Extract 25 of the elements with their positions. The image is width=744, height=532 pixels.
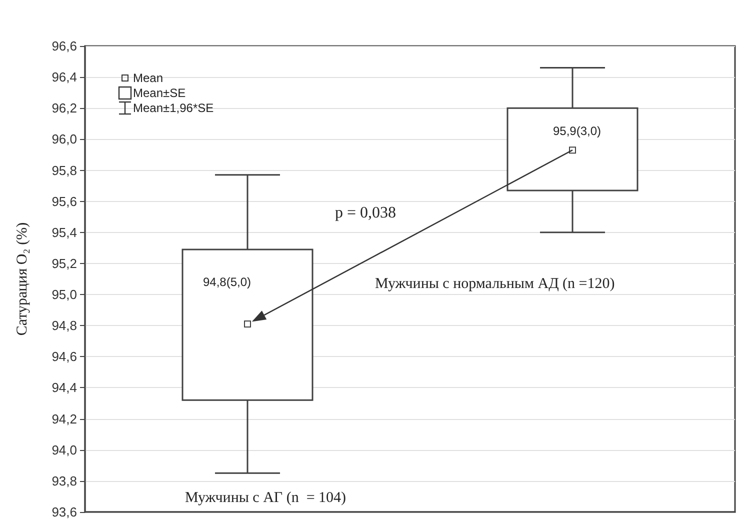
annotation: Mean (133, 71, 164, 85)
y-tick-label: 94,4 (52, 380, 77, 396)
y-tick-label: 95,6 (52, 194, 77, 209)
annotation: Мужчины с нормальным АД (n =120) (375, 276, 615, 292)
y-tick-label: 95,4 (52, 224, 77, 240)
y-tick-label: 95,8 (52, 162, 77, 178)
y-tick-label: 96,2 (52, 100, 77, 116)
annotation: Mean±SE (133, 86, 186, 100)
annotation: 94,8(5,0) (203, 275, 252, 289)
y-tick-label: 94,2 (52, 411, 77, 426)
annotation: p = 0,038 (335, 204, 396, 222)
y-tick-label: 96,4 (52, 70, 77, 85)
y-tick-label: 96,0 (52, 132, 77, 147)
annotation: Mean±1,96*SE (133, 101, 214, 115)
y-tick-label: 95,0 (52, 287, 77, 302)
y-axis-title: Сатурация O₂ (%) (14, 222, 30, 336)
y-tick-label: 94,6 (52, 349, 77, 364)
y-tick-label: 96,6 (52, 38, 77, 54)
y-tick-label: 93,6 (52, 504, 77, 520)
y-tick-label: 94,0 (52, 442, 77, 458)
y-tick-label: 94,8 (52, 318, 77, 334)
annotation: Мужчины с АГ (n = 104) (185, 490, 346, 506)
y-tick-label: 95,2 (52, 256, 77, 271)
y-tick-label: 93,8 (52, 473, 77, 488)
annotation: 95,9(3,0) (553, 124, 602, 138)
